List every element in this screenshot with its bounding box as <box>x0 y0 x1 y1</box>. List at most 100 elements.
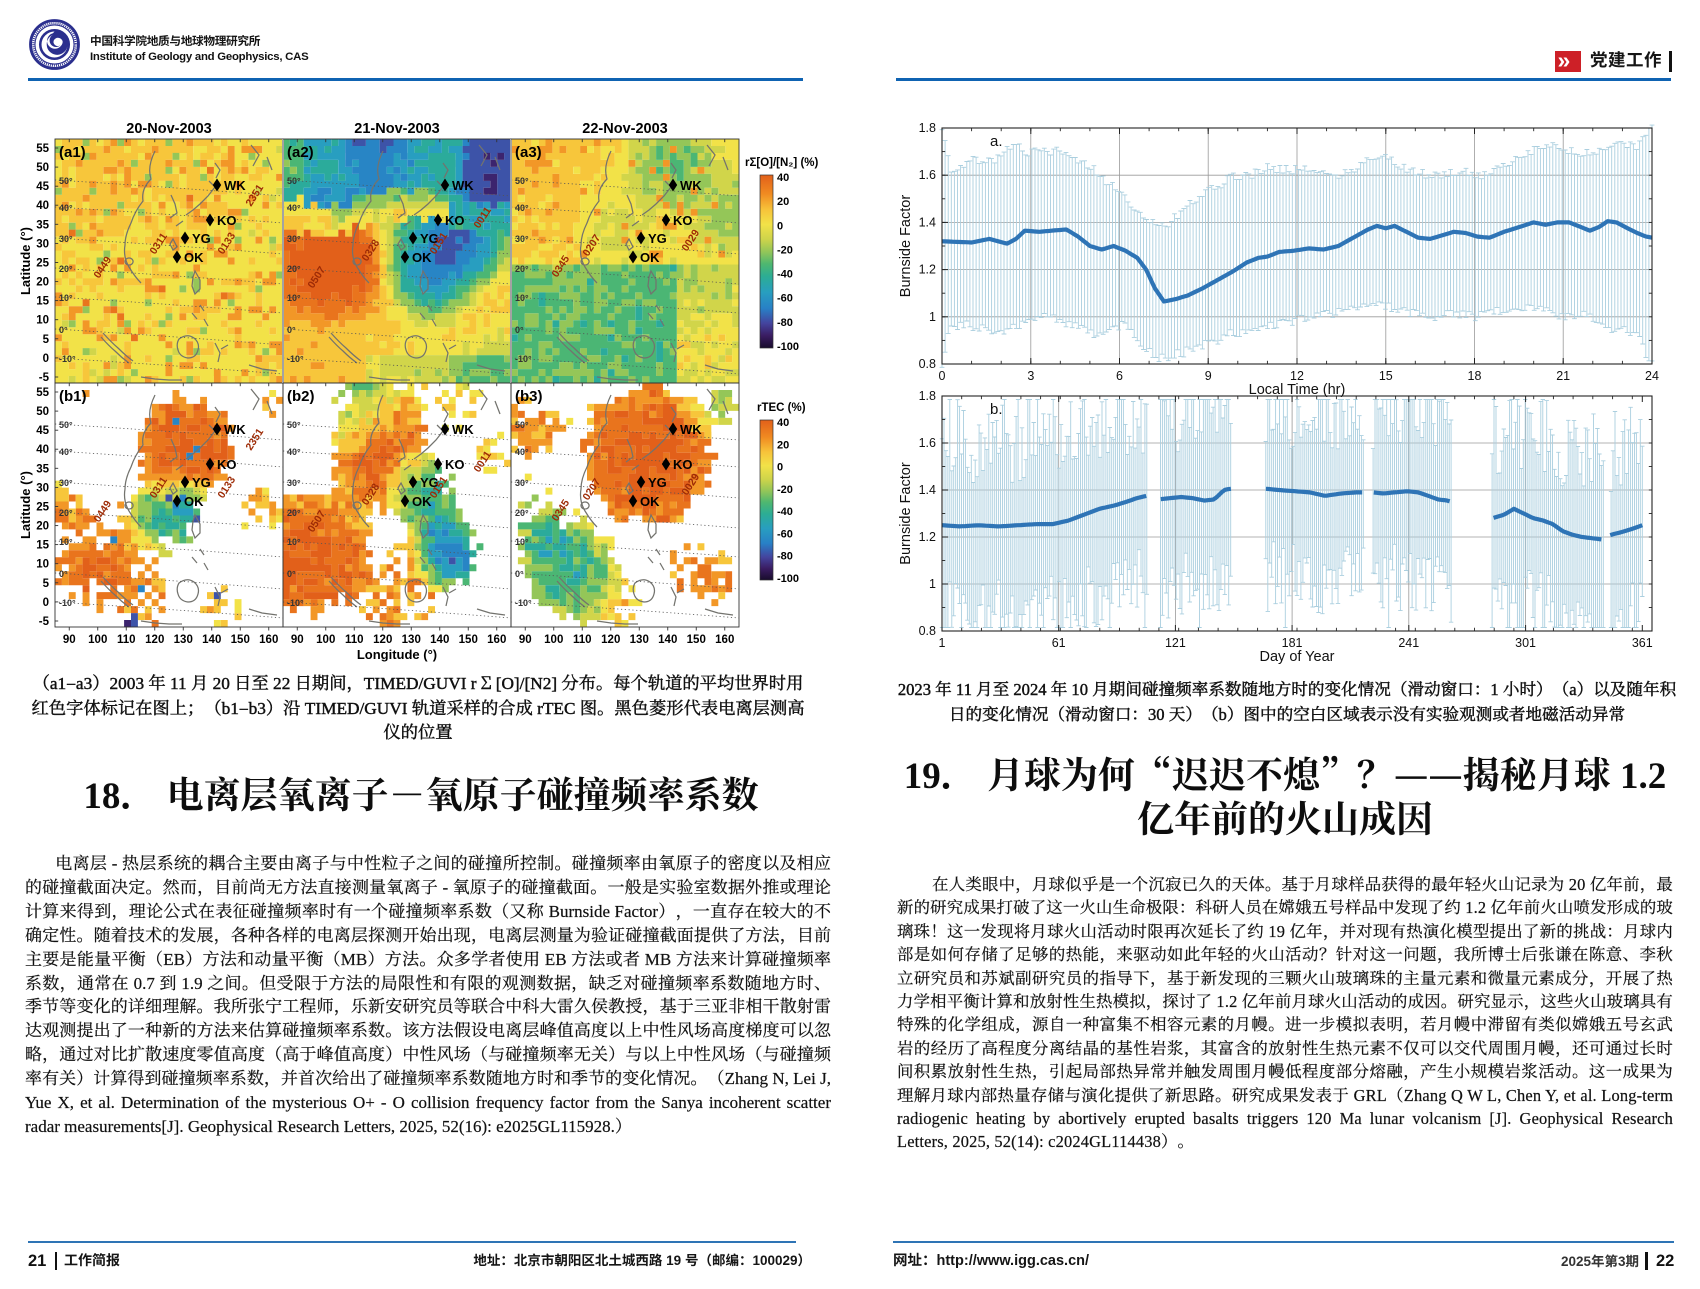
svg-text:1.2: 1.2 <box>919 263 936 277</box>
svg-text:130: 130 <box>402 634 421 646</box>
svg-text:b.: b. <box>990 401 1003 418</box>
svg-text:20°: 20° <box>59 264 73 274</box>
svg-text:150: 150 <box>687 634 706 646</box>
svg-text:40: 40 <box>777 172 789 184</box>
svg-text:WK: WK <box>680 178 702 193</box>
svg-text:55: 55 <box>36 143 49 155</box>
svg-text:40°: 40° <box>515 447 529 457</box>
svg-text:Day of Year: Day of Year <box>1260 649 1335 665</box>
svg-text:50°: 50° <box>287 176 301 186</box>
svg-text:50: 50 <box>36 162 49 174</box>
svg-text:25: 25 <box>36 501 49 513</box>
svg-text:110: 110 <box>573 634 592 646</box>
svg-text:241: 241 <box>1398 636 1419 650</box>
svg-text:10°: 10° <box>515 293 529 303</box>
svg-text:160: 160 <box>487 634 506 646</box>
svg-text:3: 3 <box>1027 369 1034 383</box>
svg-text:0°: 0° <box>59 569 68 579</box>
svg-text:40°: 40° <box>515 203 529 213</box>
svg-text:-80: -80 <box>777 317 793 329</box>
svg-text:10°: 10° <box>59 293 73 303</box>
svg-text:10°: 10° <box>59 537 73 547</box>
svg-text:Burnside Factor: Burnside Factor <box>898 195 914 298</box>
svg-text:90: 90 <box>63 634 76 646</box>
svg-text:21-Nov-2003: 21-Nov-2003 <box>354 121 439 137</box>
svg-text:120: 120 <box>145 634 164 646</box>
svg-text:-60: -60 <box>777 293 793 305</box>
svg-text:Longitude (°): Longitude (°) <box>357 647 437 662</box>
svg-text:301: 301 <box>1515 636 1536 650</box>
svg-text:50°: 50° <box>59 176 73 186</box>
svg-text:0°: 0° <box>59 325 68 335</box>
svg-text:20: 20 <box>36 521 49 533</box>
svg-text:30: 30 <box>36 238 49 250</box>
svg-text:0.8: 0.8 <box>919 357 936 371</box>
svg-text:20°: 20° <box>287 508 301 518</box>
svg-text:40: 40 <box>777 417 789 429</box>
svg-text:160: 160 <box>259 634 278 646</box>
svg-text:10: 10 <box>36 559 49 571</box>
svg-text:1.8: 1.8 <box>919 389 936 403</box>
svg-text:OK: OK <box>184 250 204 265</box>
svg-text:-10°: -10° <box>515 598 532 608</box>
svg-text:50°: 50° <box>515 176 529 186</box>
svg-text:0°: 0° <box>287 325 296 335</box>
svg-text:90: 90 <box>291 634 304 646</box>
svg-text:45: 45 <box>36 181 49 193</box>
svg-text:121: 121 <box>1165 636 1186 650</box>
svg-text:KO: KO <box>217 457 237 472</box>
svg-text:40: 40 <box>36 200 49 212</box>
svg-text:-80: -80 <box>777 551 793 563</box>
svg-text:15: 15 <box>1379 369 1393 383</box>
svg-text:OK: OK <box>412 494 432 509</box>
svg-text:20-Nov-2003: 20-Nov-2003 <box>126 121 211 137</box>
svg-text:-20: -20 <box>777 244 793 256</box>
svg-text:30°: 30° <box>287 234 301 244</box>
svg-text:35: 35 <box>36 463 49 475</box>
svg-text:YG: YG <box>420 475 439 490</box>
svg-text:30°: 30° <box>59 478 73 488</box>
svg-text:20°: 20° <box>59 508 73 518</box>
svg-text:30: 30 <box>36 482 49 494</box>
svg-text:20: 20 <box>777 439 789 451</box>
svg-text:YG: YG <box>192 475 211 490</box>
svg-text:Latitude (°): Latitude (°) <box>18 227 33 295</box>
svg-text:15: 15 <box>36 540 49 552</box>
svg-text:40°: 40° <box>59 447 73 457</box>
svg-text:-60: -60 <box>777 528 793 540</box>
svg-text:30°: 30° <box>515 478 529 488</box>
svg-text:-20: -20 <box>777 484 793 496</box>
svg-text:22-Nov-2003: 22-Nov-2003 <box>582 121 667 137</box>
svg-text:OK: OK <box>640 250 660 265</box>
svg-text:(a3): (a3) <box>515 144 542 161</box>
svg-text:12: 12 <box>1290 369 1304 383</box>
svg-text:(b2): (b2) <box>287 388 315 405</box>
svg-text:-10°: -10° <box>287 354 304 364</box>
svg-text:0°: 0° <box>287 569 296 579</box>
svg-text:-100: -100 <box>777 573 799 585</box>
svg-text:Local Time (hr): Local Time (hr) <box>1249 382 1346 398</box>
svg-text:10°: 10° <box>515 537 529 547</box>
svg-text:Latitude (°): Latitude (°) <box>18 471 33 539</box>
svg-text:Burnside Factor: Burnside Factor <box>898 462 914 565</box>
svg-text:1.4: 1.4 <box>919 483 936 497</box>
svg-text:WK: WK <box>680 422 702 437</box>
svg-text:24: 24 <box>1645 369 1659 383</box>
svg-text:21: 21 <box>1556 369 1570 383</box>
svg-text:KO: KO <box>445 457 465 472</box>
svg-text:30°: 30° <box>515 234 529 244</box>
svg-text:KO: KO <box>445 213 465 228</box>
svg-text:1.8: 1.8 <box>919 121 936 135</box>
svg-text:OK: OK <box>412 250 432 265</box>
svg-text:61: 61 <box>1052 636 1066 650</box>
svg-text:-10°: -10° <box>59 354 76 364</box>
svg-text:100: 100 <box>88 634 107 646</box>
svg-text:50°: 50° <box>59 420 73 430</box>
svg-text:10: 10 <box>36 315 49 327</box>
svg-text:140: 140 <box>658 634 677 646</box>
svg-text:140: 140 <box>202 634 221 646</box>
svg-text:rTEC (%): rTEC (%) <box>757 402 806 414</box>
svg-text:-5: -5 <box>39 616 50 628</box>
svg-text:361: 361 <box>1632 636 1653 650</box>
svg-text:130: 130 <box>630 634 649 646</box>
